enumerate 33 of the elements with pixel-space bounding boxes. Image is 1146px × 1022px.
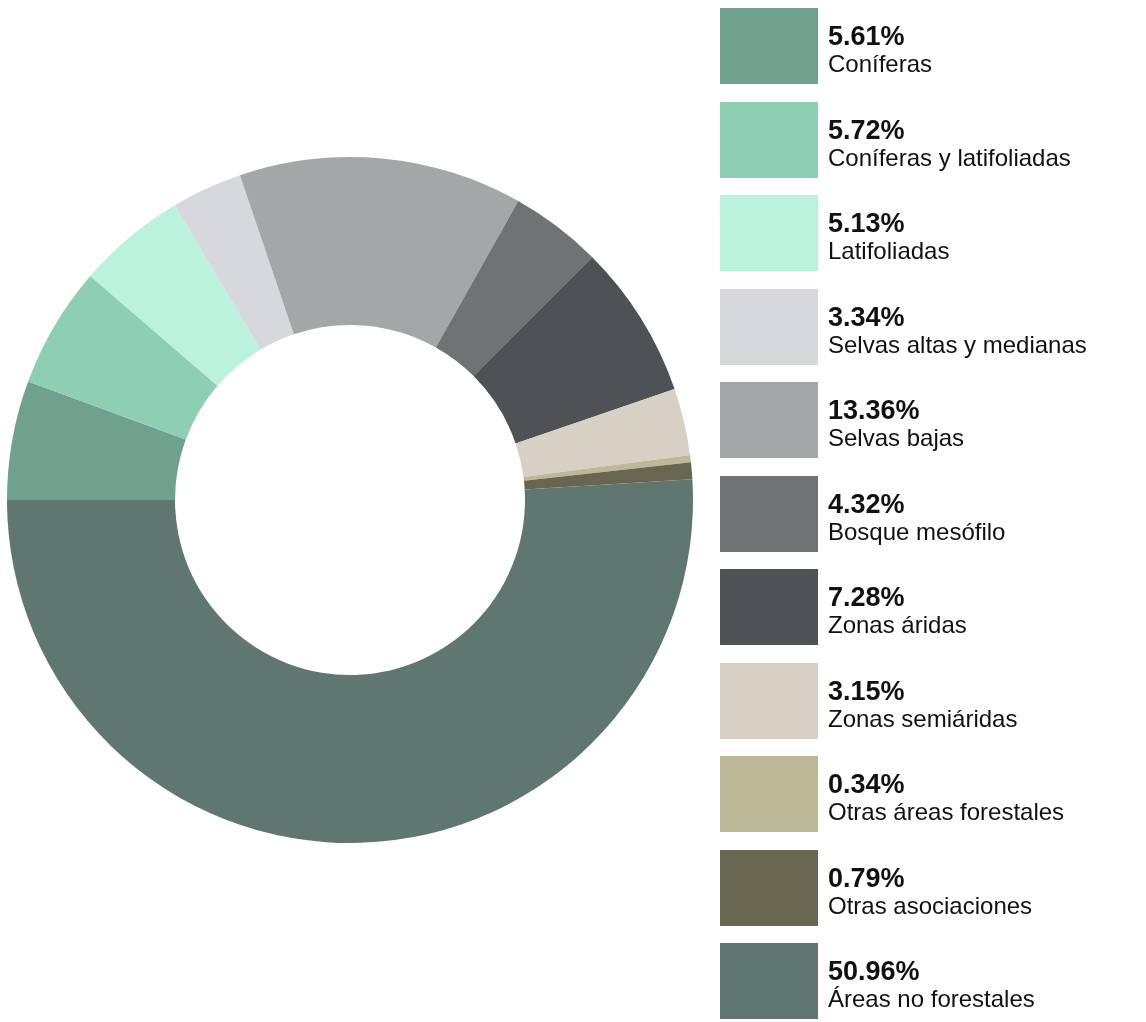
donut-slice [7,381,186,500]
legend-label: Coníferas [828,50,933,77]
data-label: 5.72% [828,114,905,145]
legend-label: Selvas bajas [828,424,965,451]
data-label: 3.15% [828,675,905,706]
legend-label: Otras asociaciones [828,891,1033,919]
legend-label: Bosque mesófilo [828,517,1006,545]
data-label: 5.13% [828,208,905,238]
donut-slice [28,275,218,440]
data-label: 50.96% [828,956,920,986]
legend-label: Áreas no forestales [828,985,1035,1012]
donut-slice [7,479,693,843]
legend-label: Zonas semiáridas [828,704,1018,732]
data-label: 7.28% [828,582,905,612]
donut-slice [90,205,261,386]
legend-label: Latifoliadas [828,237,950,264]
donut-slice [239,157,519,348]
donut-slice [174,175,294,350]
donut-slice [523,455,691,481]
donut-slice [523,462,693,490]
data-label: 0.79% [828,862,905,893]
donut-slice [515,389,691,478]
data-label: 13.36% [828,395,920,425]
legend-label: Selvas altas y medianas [828,330,1087,358]
data-label: 3.34% [828,301,905,332]
legend-label: Zonas áridas [828,611,967,638]
legend-label: Otras áreas forestales [828,798,1065,825]
data-label: 0.34% [828,769,905,799]
data-label: 5.61% [828,21,905,51]
donut-slice [435,201,593,377]
donut-slice [473,257,675,444]
legend-label: Coníferas y latifoliadas [828,143,1071,171]
data-label: 4.32% [828,488,905,519]
